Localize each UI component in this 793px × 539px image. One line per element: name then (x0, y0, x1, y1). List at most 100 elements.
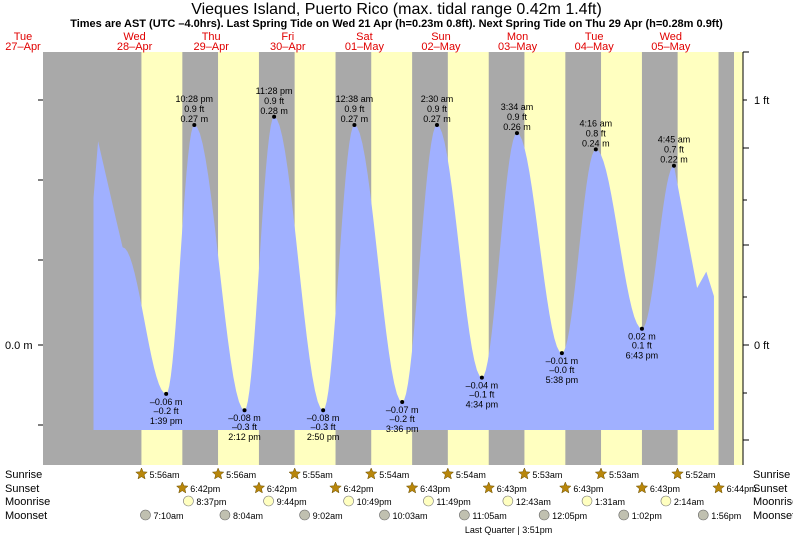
astro-row-label: Sunset (753, 483, 787, 495)
sunrise-icon (364, 467, 378, 480)
high-tide-point (434, 122, 439, 127)
tide-series (93, 116, 714, 431)
sunset-time: 6:43pm (420, 484, 450, 494)
moonrise-icon (581, 495, 593, 507)
moon-phase-label: Last Quarter | 3:51pm (465, 525, 552, 535)
high-tide-label: 0.9 ft (427, 104, 448, 114)
low-tide-label: –0.08 m (228, 413, 261, 423)
low-tide-label: –0.3 ft (232, 422, 258, 432)
high-tide-point (192, 122, 197, 127)
sunrise-time: 5:53am (532, 470, 562, 480)
high-tide-label: 0.9 ft (184, 104, 205, 114)
sunrise-time: 5:54am (456, 470, 486, 480)
astro-row-label: Sunrise (753, 469, 790, 481)
high-tide-point (593, 147, 598, 152)
chart-subtitle: Times are AST (UTC –4.0hrs). Last Spring… (70, 18, 723, 30)
low-tide-label: 1:39 pm (150, 416, 183, 426)
moonrise-time: 2:14am (674, 497, 704, 507)
day-date-label: 01–May (345, 41, 385, 53)
low-tide-label: 2:12 pm (228, 432, 261, 442)
astro-row-label: Sunset (5, 483, 39, 495)
high-tide-point (272, 114, 277, 119)
moonrise-icon (423, 495, 434, 507)
sunrise-icon (594, 467, 608, 480)
day-labels: Tue27–AprWed28–AprThu29–AprFri30–AprSat0… (5, 31, 691, 53)
astro-row-label: Moonset (753, 510, 793, 522)
low-tide-label: –0.3 ft (311, 422, 337, 432)
high-tide-label: 12:38 am (336, 94, 374, 104)
sunrise-icon (288, 467, 302, 480)
day-name-label: Tue (14, 31, 33, 43)
low-tide-label: –0.07 m (386, 405, 419, 415)
moonset-time: 10:03am (392, 511, 427, 521)
low-tide-label: –0.04 m (466, 381, 499, 391)
high-tide-label: 0.24 m (582, 138, 610, 148)
sunrise-icon (135, 467, 148, 480)
high-tide-point (514, 131, 519, 136)
sunset-icon (329, 481, 342, 494)
low-tide-point (559, 351, 564, 356)
sunrise-time: 5:53am (609, 470, 639, 480)
low-tide-point (164, 391, 169, 396)
sunset-icon (252, 481, 266, 494)
high-tide-label: 2:30 am (421, 94, 454, 104)
day-date-label: 28–Apr (117, 41, 153, 53)
right-axis-label: 0 ft (754, 340, 769, 352)
sunset-time: 6:42pm (343, 484, 373, 494)
moonrise-icon (502, 495, 514, 507)
low-tide-label: –0.2 ft (154, 406, 180, 416)
low-tide-label: –0.01 m (546, 356, 579, 366)
day-date-label: 29–Apr (193, 41, 229, 53)
high-tide-label: 0.22 m (660, 155, 688, 165)
astro-row-label: Moonset (5, 510, 47, 522)
high-tide-label: 4:16 am (580, 118, 613, 128)
moonrise-icon (183, 495, 194, 507)
high-tide-label: 0.8 ft (586, 128, 607, 138)
low-tide-label: 3:36 pm (386, 424, 419, 434)
moonrise-icon (660, 495, 672, 507)
sunset-time: 6:42pm (267, 484, 297, 494)
axes: 0.0 m 1 ft 0 ft (5, 51, 769, 465)
low-tide-label: –0.2 ft (390, 414, 416, 424)
sunset-icon (175, 481, 189, 494)
moonset-time: 1:02pm (632, 511, 662, 521)
high-tide-label: 4:45 am (658, 135, 691, 145)
day-date-label: 05–May (651, 41, 691, 53)
day-date-label: 30–Apr (270, 41, 306, 53)
sunset-time: 6:42pm (190, 484, 220, 494)
day-date-label: 03–May (498, 41, 538, 53)
sunset-time: 6:44pm (727, 484, 757, 494)
sunset-icon (482, 481, 496, 494)
sunset-icon (558, 481, 572, 494)
day-date-label: 04–May (575, 41, 615, 53)
tide-area (93, 116, 714, 431)
moonset-time: 11:05am (472, 511, 506, 521)
sunrise-icon (211, 467, 225, 480)
high-tide-label: 0.26 m (503, 122, 531, 132)
low-tide-label: 0.02 m (628, 332, 656, 342)
low-tide-label: –0.1 ft (469, 390, 495, 400)
sunrise-time: 5:54am (379, 470, 409, 480)
moonrise-time: 11:49pm (436, 497, 470, 507)
low-tide-label: 0.1 ft (632, 341, 653, 351)
high-tide-label: 3:34 am (501, 102, 534, 112)
moonrise-time: 9:44pm (277, 497, 307, 507)
sunrise-icon (518, 467, 531, 480)
moonset-time: 1:56pm (711, 511, 741, 521)
high-tide-label: 0.7 ft (664, 145, 685, 155)
high-tide-label: 10:28 pm (176, 94, 214, 104)
low-tide-label: –0.06 m (150, 397, 183, 407)
sunset-time: 6:43pm (573, 484, 603, 494)
sunrise-time: 5:52am (686, 470, 716, 480)
day-name-label: Tue (585, 31, 604, 43)
day-name-label: Fri (281, 31, 294, 43)
moonset-icon (697, 509, 709, 521)
chart-title: Vieques Island, Puerto Rico (max. tidal … (191, 1, 602, 18)
moonset-icon (140, 509, 151, 521)
moonset-icon (379, 509, 390, 521)
sunset-time: 6:43pm (650, 484, 680, 494)
sunrise-icon (671, 467, 684, 480)
low-tide-point (479, 375, 484, 380)
